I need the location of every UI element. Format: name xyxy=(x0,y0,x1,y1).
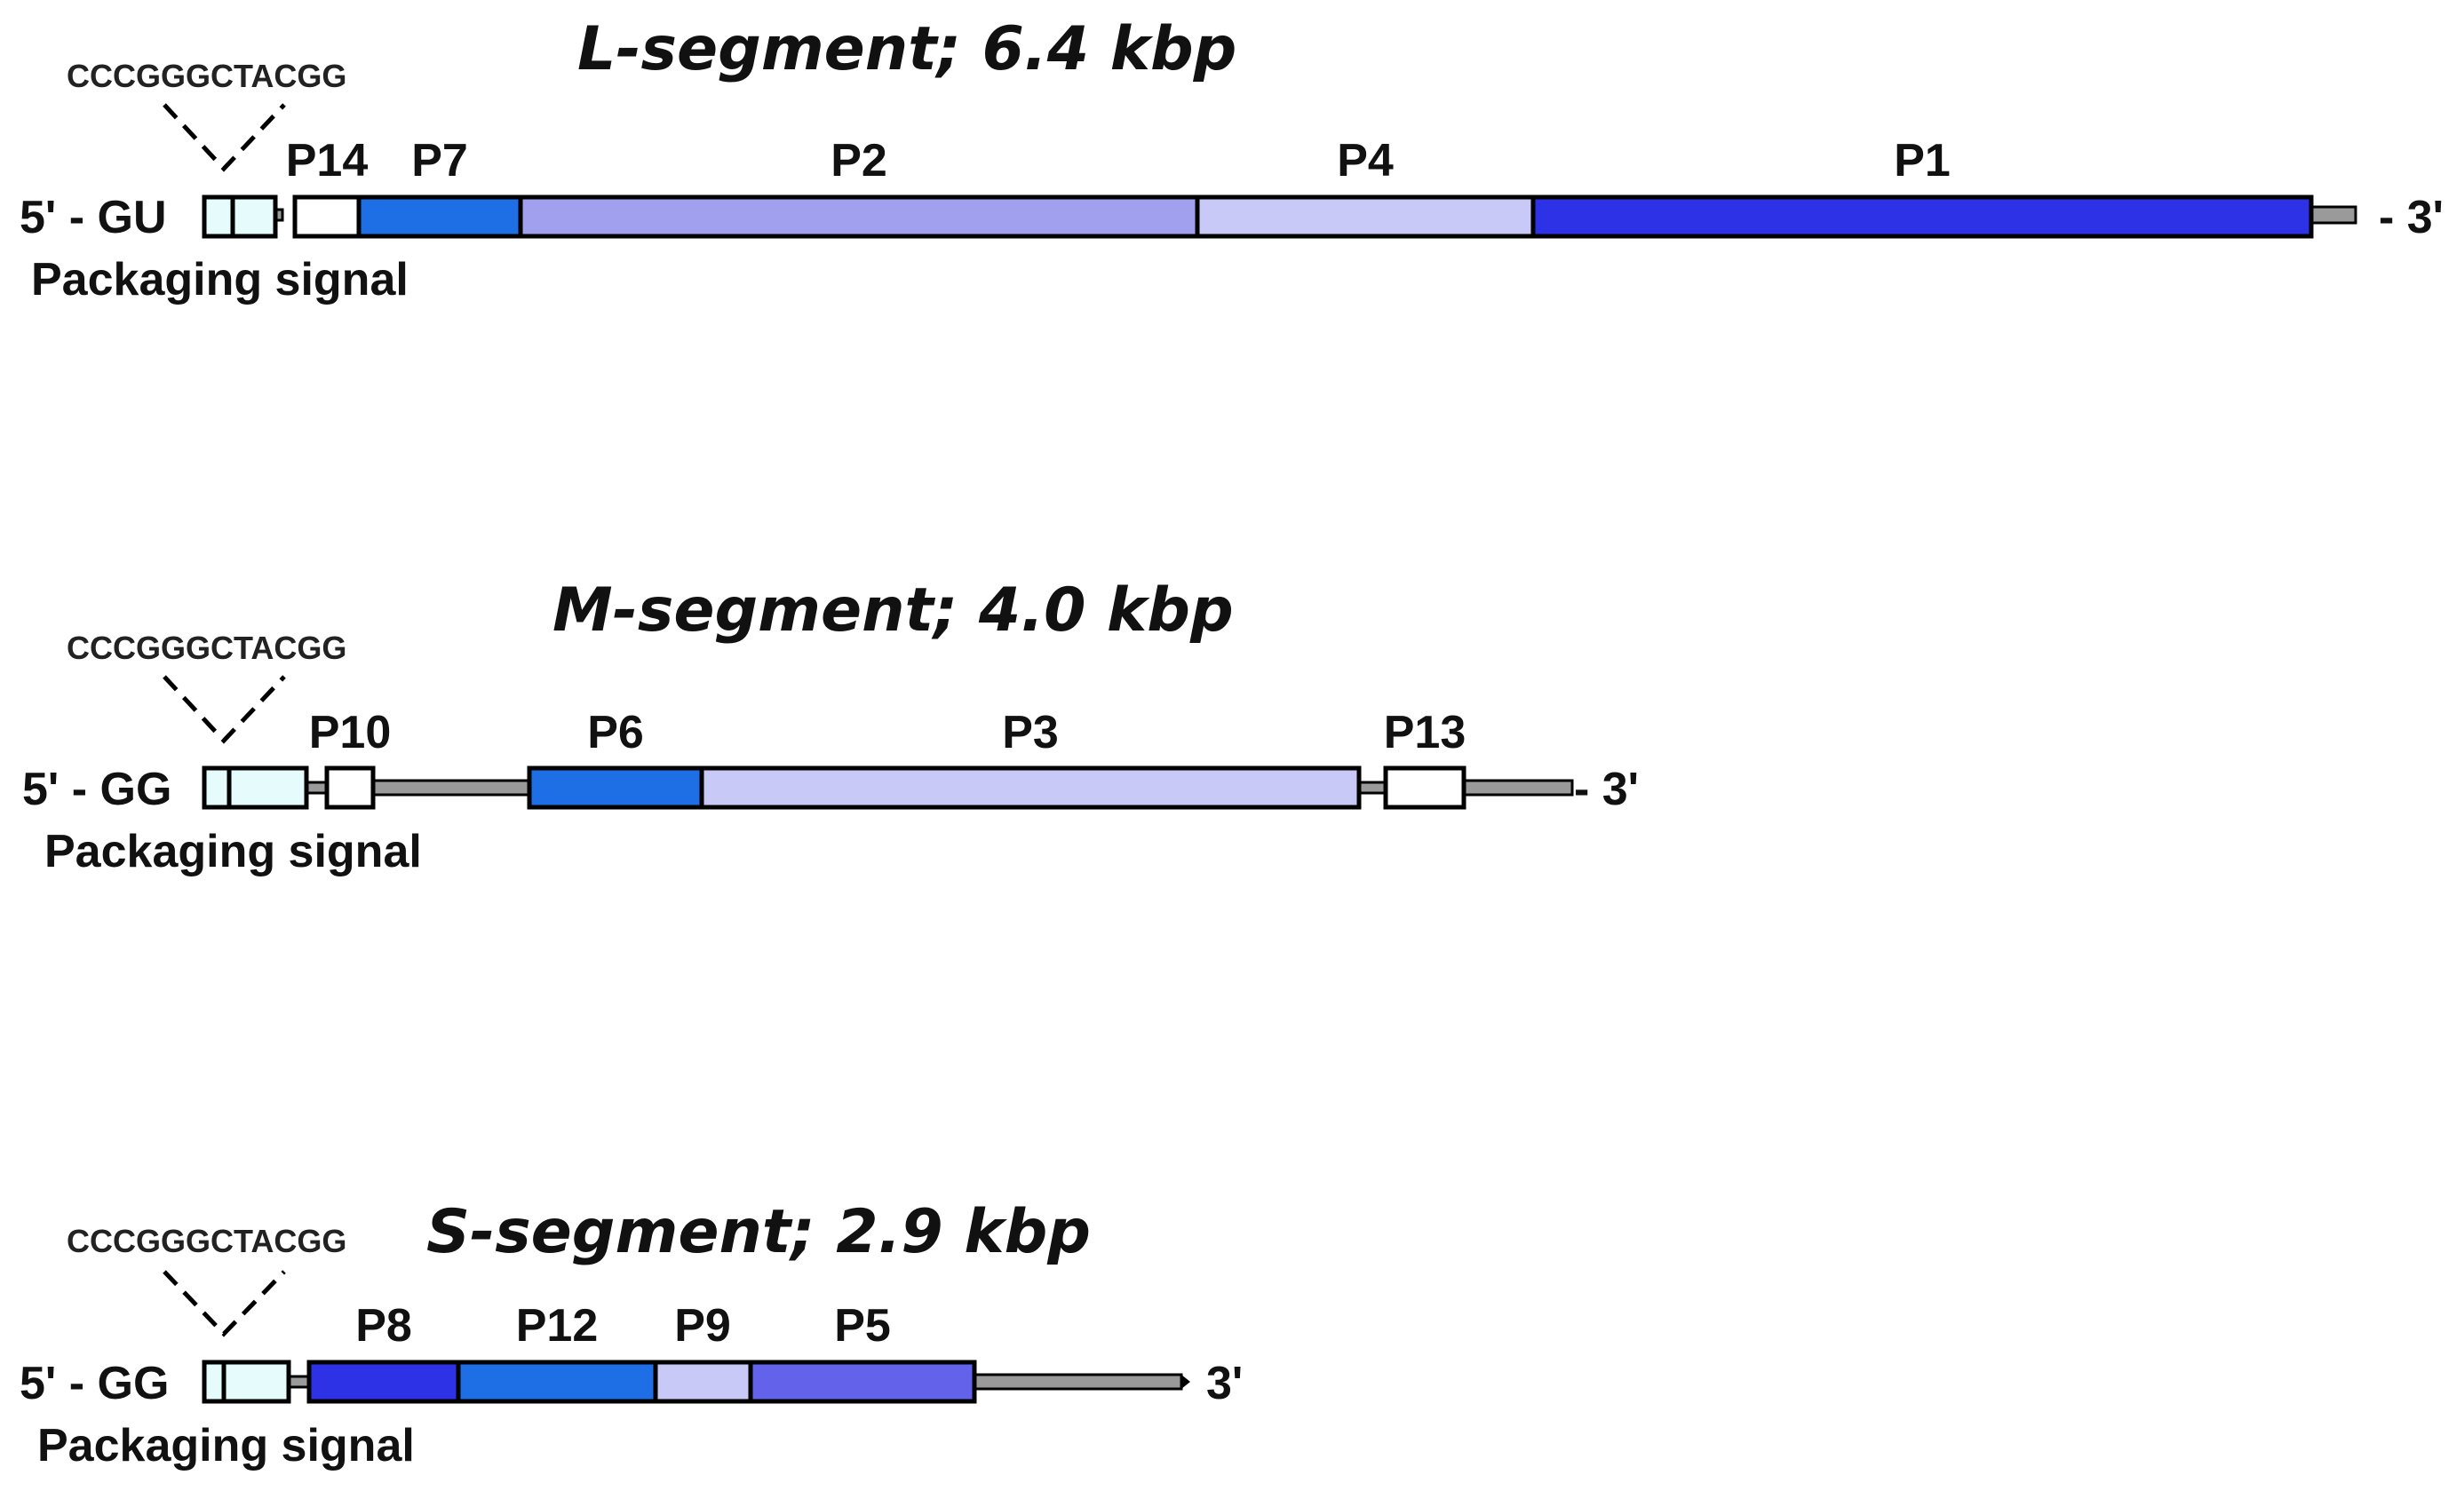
sequence-callout-lines xyxy=(163,1270,286,1337)
sequence-callout-lines xyxy=(163,675,286,744)
backbone-line xyxy=(362,779,535,797)
terminal-sequence: CCCGGGCTACGG xyxy=(67,1223,346,1259)
three-prime-end: 3' xyxy=(1206,1358,1243,1409)
gene-box-p3 xyxy=(699,765,1362,810)
gene-label-p10: P10 xyxy=(309,707,392,758)
segment-title: S-segment; 2.9 kbp xyxy=(426,1197,1091,1267)
sequence-callout-lines xyxy=(163,103,286,172)
gene-box-p12 xyxy=(456,1360,658,1404)
packaging-signal-label: Packaging signal xyxy=(37,1420,415,1471)
five-prime-end: 5' - GU xyxy=(20,192,167,243)
packaging-signal-label: Packaging signal xyxy=(44,826,422,877)
gene-box-p5 xyxy=(748,1360,977,1404)
gene-box-p6 xyxy=(527,765,704,810)
gene-label-p13: P13 xyxy=(1384,707,1466,758)
gene-box-p8 xyxy=(306,1360,461,1404)
backbone-line xyxy=(1459,779,1574,797)
gene-box-p1 xyxy=(1530,194,2314,239)
packaging-signal-box xyxy=(202,194,278,239)
terminal-sequence: CCCGGGCTACGG xyxy=(67,630,346,666)
segment-s: S-segment; 2.9 kbp CCCGGGCTACGG P8 P12 P… xyxy=(20,1197,1243,1471)
gene-label-p14: P14 xyxy=(286,135,369,186)
gene-label-p12: P12 xyxy=(516,1300,599,1352)
five-prime-end: 5' - GG xyxy=(22,764,171,815)
segment-title: L-segment; 6.4 kbp xyxy=(577,14,1236,84)
gene-label-p3: P3 xyxy=(1002,707,1059,758)
gene-label-p4: P4 xyxy=(1337,135,1394,186)
three-prime-end: - 3' xyxy=(1574,764,1639,815)
three-prime-end: - 3' xyxy=(2379,192,2444,243)
gene-label-p8: P8 xyxy=(355,1300,412,1352)
five-prime-end: 5' - GG xyxy=(20,1358,169,1409)
gene-label-p7: P7 xyxy=(411,135,468,186)
packaging-signal-box xyxy=(202,765,309,810)
gene-box-p4 xyxy=(1195,194,1536,239)
backbone-line xyxy=(2308,205,2357,225)
gene-label-p2: P2 xyxy=(831,135,887,186)
gene-box-p13 xyxy=(1383,765,1466,810)
gene-label-p5: P5 xyxy=(834,1300,891,1352)
backbone-line xyxy=(971,1373,1183,1391)
segment-m: M-segment; 4.0 kbp CCCGGGCTACGG P10 P6 P… xyxy=(22,575,1639,877)
gene-label-p9: P9 xyxy=(674,1300,731,1352)
gene-box-p14 xyxy=(292,194,362,239)
gene-box-p9 xyxy=(653,1360,753,1404)
gene-box-p2 xyxy=(518,194,1200,239)
segment-l: L-segment; 6.4 kbp CCCGGGCTACGG P14 P7 P… xyxy=(20,14,2444,305)
packaging-signal-label: Packaging signal xyxy=(31,254,409,305)
terminal-sequence: CCCGGGCTACGG xyxy=(67,58,346,94)
gene-label-p6: P6 xyxy=(587,707,644,758)
gene-box-p10 xyxy=(324,765,376,810)
segment-title: M-segment; 4.0 kbp xyxy=(552,575,1234,646)
packaging-signal-box xyxy=(202,1360,291,1404)
gene-label-p1: P1 xyxy=(1894,135,1951,186)
gene-box-p7 xyxy=(356,194,523,239)
three-prime-arrowhead xyxy=(1181,1375,1190,1389)
